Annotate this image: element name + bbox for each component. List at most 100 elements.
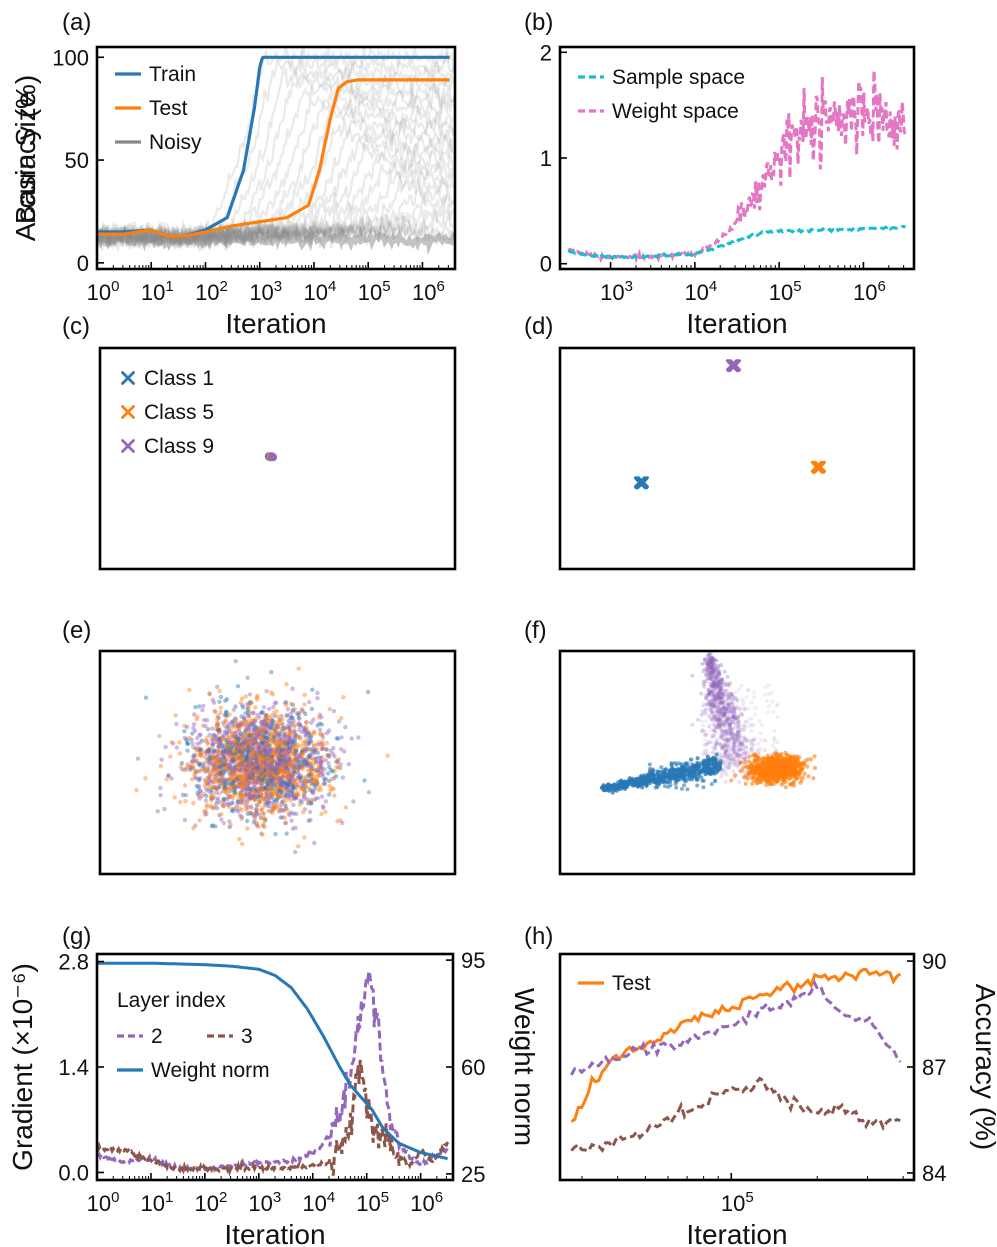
point-class-5 (247, 748, 252, 754)
point-class-9 (247, 725, 253, 730)
point-class-9 (267, 725, 272, 730)
point-class-5 (247, 769, 252, 774)
point-class-1 (709, 782, 714, 787)
point-class-1 (664, 779, 669, 784)
point-class-5 (250, 732, 256, 738)
point-class-9 (308, 817, 313, 823)
point-class-9 (737, 745, 742, 750)
point-class-9 (256, 744, 262, 749)
point-class-9 (268, 800, 273, 806)
point-class-5 (276, 754, 281, 759)
point-class-9 (277, 775, 282, 781)
point-class-9 (170, 741, 176, 746)
point-class-5 (210, 755, 215, 761)
y-tick-label-a: 0 (77, 251, 89, 276)
point-class-9 (265, 725, 270, 731)
point-class-9 (237, 745, 242, 751)
point-class-9 (276, 730, 281, 736)
point-class-5 (251, 791, 257, 797)
point-class-5 (791, 779, 797, 784)
point-class-9 (263, 722, 268, 727)
point-class-1 (248, 700, 254, 706)
point-class-1 (312, 748, 318, 753)
point-class-9 (315, 690, 320, 696)
point-class-9 (224, 762, 229, 768)
point-class-5 (267, 778, 272, 783)
point-class-1 (278, 763, 283, 768)
y-tick-label-g: 1.4 (58, 1055, 89, 1080)
point-class-5 (779, 760, 784, 765)
point-class-5 (229, 730, 234, 735)
point-class-9 (236, 749, 241, 754)
point-class-5 (252, 760, 258, 765)
point-class-5 (198, 752, 204, 757)
point-class-9 (723, 717, 728, 722)
point-class-9 (276, 762, 281, 767)
point-class-9 (288, 781, 294, 786)
point-class-9 (320, 771, 326, 776)
point-class-5 (808, 757, 814, 762)
point-class-5 (306, 778, 311, 784)
point-class-9 (277, 764, 283, 769)
legend-c-label-0: Class 1 (144, 367, 214, 390)
point-class-5 (236, 767, 242, 772)
point-class-5 (247, 772, 252, 777)
point-class-9 (203, 738, 209, 744)
point-class-9 (281, 758, 286, 764)
point-class-9 (235, 803, 240, 808)
point-class-9 (257, 765, 262, 770)
point-class-5 (243, 737, 248, 743)
point-class-1 (238, 780, 243, 786)
series-line-layer-3 (570, 1076, 901, 1154)
point-class-1 (306, 746, 311, 752)
point-class-9 (269, 753, 274, 759)
point-class-5 (259, 792, 264, 797)
point-class-9 (231, 745, 236, 750)
point-class-1 (650, 767, 655, 772)
point-class-1 (326, 792, 332, 797)
point-class-1 (286, 718, 291, 724)
point-class-9 (210, 726, 215, 731)
point-class-1 (333, 774, 339, 779)
point-class-9 (334, 759, 339, 764)
point-class-5 (228, 822, 233, 828)
point-class-9 (284, 792, 290, 797)
point-class-9 (292, 730, 297, 735)
point-class-1 (306, 740, 311, 746)
point-class-5 (811, 776, 816, 781)
point-class-5 (265, 791, 270, 796)
point-class-5 (202, 809, 207, 814)
point-class-9 (719, 774, 724, 779)
point-class-9 (318, 759, 323, 764)
point-class-5 (264, 761, 270, 767)
point-class-5 (246, 742, 251, 747)
point-class-9 (319, 766, 325, 771)
point-class-9 (308, 752, 313, 757)
point-class-1 (699, 775, 704, 780)
point-class-5 (270, 793, 275, 799)
point-class-9 (280, 755, 285, 760)
point-class-1 (292, 769, 297, 774)
point-class-5 (309, 732, 315, 737)
point-class-5 (265, 777, 270, 783)
point-class-1 (303, 711, 308, 717)
point-class-9 (189, 760, 194, 765)
point-class-5 (318, 765, 324, 771)
point-class-1 (295, 774, 301, 780)
point-class-1 (323, 776, 328, 782)
point-class-1 (281, 779, 286, 785)
point-class-5 (341, 695, 346, 700)
point-class-9 (261, 705, 267, 710)
point-class-1 (254, 787, 259, 792)
point-class-5 (287, 763, 293, 768)
point-class-9 (268, 747, 273, 752)
point-class-5 (271, 804, 276, 809)
point-class-5 (302, 692, 307, 697)
point-class-1 (260, 740, 265, 745)
point-class-1 (286, 783, 292, 788)
point-class-9 (216, 761, 222, 767)
point-class-5 (765, 753, 771, 758)
point-class-9 (311, 717, 316, 722)
point-class-5 (249, 700, 254, 705)
point-class-9 (238, 768, 243, 773)
